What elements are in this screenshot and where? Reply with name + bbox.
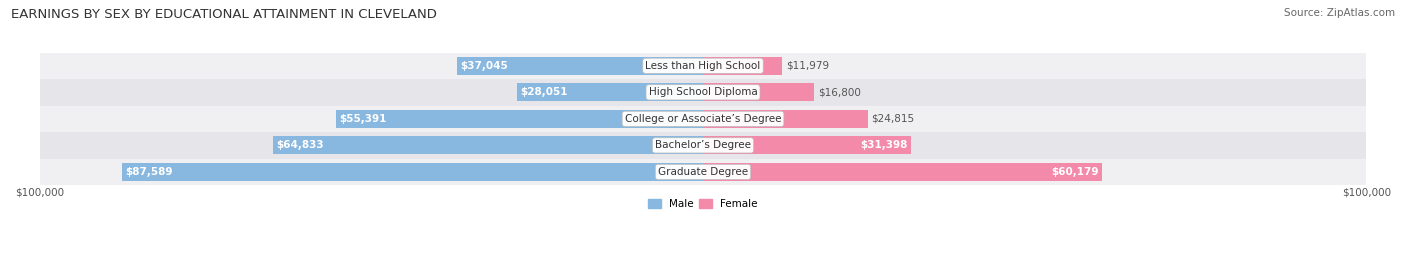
Text: $16,800: $16,800 bbox=[818, 87, 860, 97]
Text: EARNINGS BY SEX BY EDUCATIONAL ATTAINMENT IN CLEVELAND: EARNINGS BY SEX BY EDUCATIONAL ATTAINMEN… bbox=[11, 8, 437, 21]
Text: Bachelor’s Degree: Bachelor’s Degree bbox=[655, 140, 751, 150]
Text: College or Associate’s Degree: College or Associate’s Degree bbox=[624, 114, 782, 124]
Text: $37,045: $37,045 bbox=[461, 61, 509, 71]
Legend: Male, Female: Male, Female bbox=[644, 195, 762, 213]
Bar bbox=[39, 106, 1367, 132]
Text: $87,589: $87,589 bbox=[125, 167, 173, 177]
Bar bbox=[39, 159, 1367, 185]
Text: $28,051: $28,051 bbox=[520, 87, 568, 97]
Bar bbox=[703, 83, 814, 101]
Bar bbox=[336, 110, 703, 128]
Bar bbox=[517, 83, 703, 101]
Bar bbox=[39, 53, 1367, 79]
Bar bbox=[122, 163, 703, 181]
Text: $55,391: $55,391 bbox=[339, 114, 387, 124]
Bar bbox=[703, 110, 868, 128]
Text: $31,398: $31,398 bbox=[860, 140, 908, 150]
Bar bbox=[703, 136, 911, 154]
Text: $24,815: $24,815 bbox=[870, 114, 914, 124]
Bar bbox=[703, 163, 1102, 181]
Text: $11,979: $11,979 bbox=[786, 61, 830, 71]
Bar bbox=[703, 57, 783, 75]
Text: $64,833: $64,833 bbox=[276, 140, 323, 150]
Text: Graduate Degree: Graduate Degree bbox=[658, 167, 748, 177]
Text: $60,179: $60,179 bbox=[1052, 167, 1099, 177]
Text: High School Diploma: High School Diploma bbox=[648, 87, 758, 97]
Bar bbox=[39, 132, 1367, 159]
Bar bbox=[273, 136, 703, 154]
Text: Less than High School: Less than High School bbox=[645, 61, 761, 71]
Text: Source: ZipAtlas.com: Source: ZipAtlas.com bbox=[1284, 8, 1395, 18]
Bar bbox=[457, 57, 703, 75]
Bar bbox=[39, 79, 1367, 106]
